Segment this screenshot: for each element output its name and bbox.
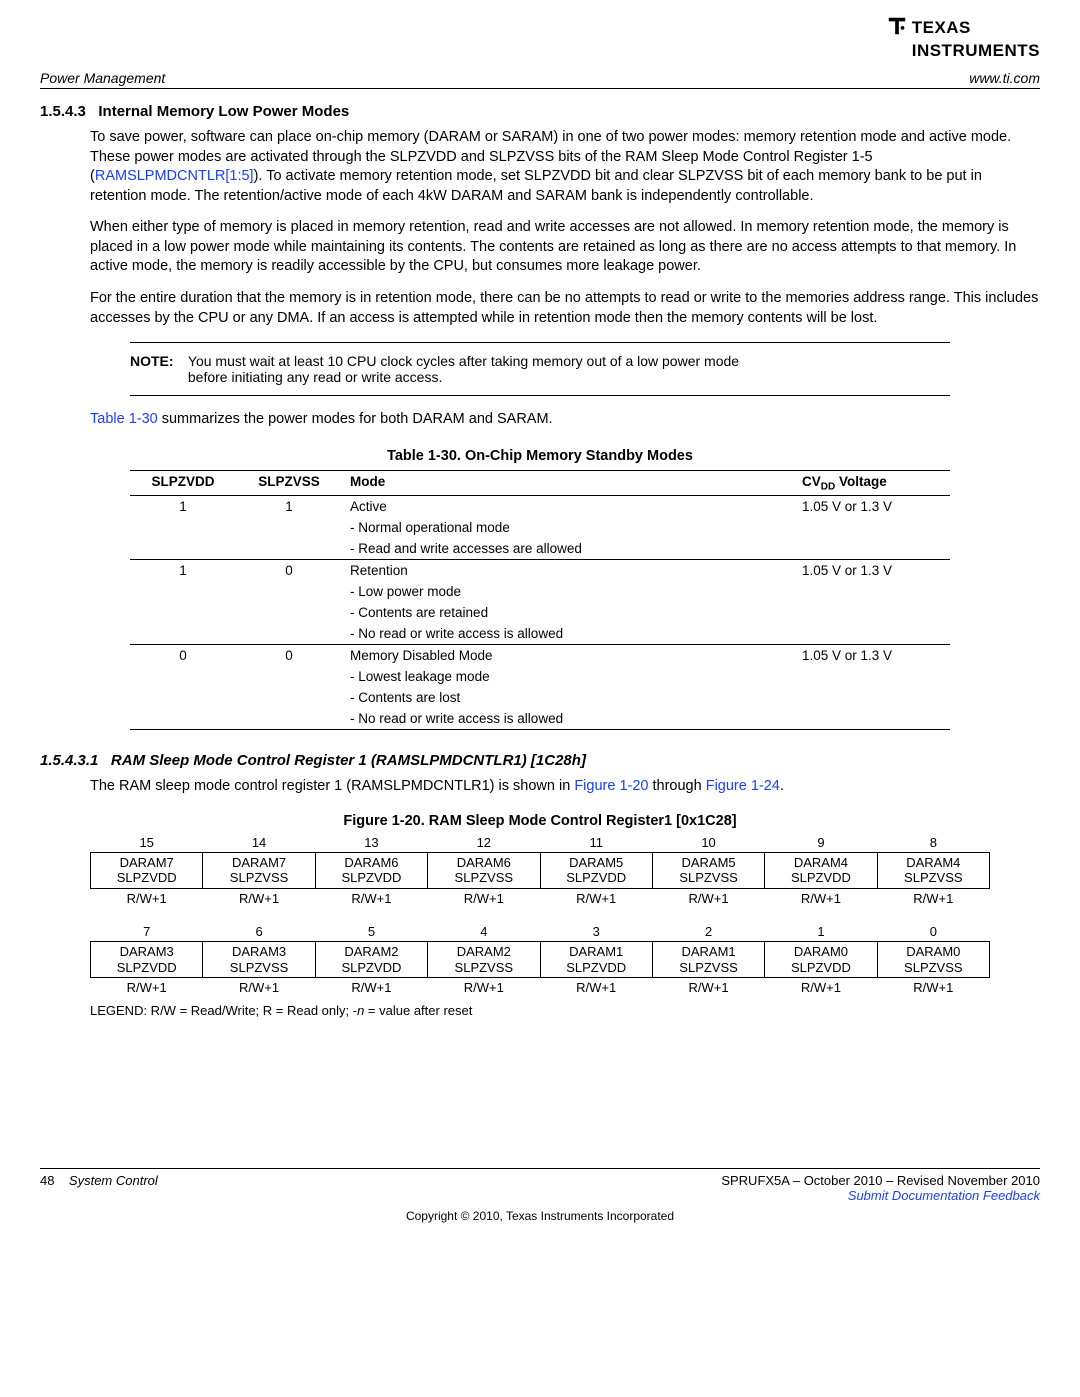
table-row: - No read or write access is allowed xyxy=(130,708,950,730)
footer-section: System Control xyxy=(69,1173,158,1188)
subsection-heading: 1.5.4.3.1 RAM Sleep Mode Control Registe… xyxy=(40,752,1040,769)
summary-para: Table 1-30 summarizes the power modes fo… xyxy=(90,410,1040,430)
bit-names: DARAM3SLPZVDD DARAM3SLPZVSS DARAM2SLPZVD… xyxy=(91,942,990,978)
section-num: 1.5.4.3 xyxy=(40,103,86,120)
link-fig120[interactable]: Figure 1-20 xyxy=(574,778,648,794)
bit-rw: R/W+1R/W+1R/W+1R/W+1 R/W+1R/W+1R/W+1R/W+… xyxy=(91,978,990,998)
table-row: - Contents are retained xyxy=(130,602,950,623)
ti-logo: TEXAS INSTRUMENTS xyxy=(886,15,1040,60)
logo-line2: INSTRUMENTS xyxy=(912,41,1040,60)
note-label: NOTE: xyxy=(130,353,184,369)
link-ramslp[interactable]: RAMSLPMDCNTLR[1:5] xyxy=(95,168,254,184)
bit-numbers: 7654 3210 xyxy=(91,922,990,942)
header-left: Power Management xyxy=(40,70,165,86)
th-slpzvss: SLPZVSS xyxy=(236,470,342,496)
th-mode: Mode xyxy=(342,470,794,496)
subsection-intro: The RAM sleep mode control register 1 (R… xyxy=(90,777,1040,797)
subsection-num: 1.5.4.3.1 xyxy=(40,752,98,769)
header-right[interactable]: www.ti.com xyxy=(969,70,1040,86)
table-row: - Normal operational mode xyxy=(130,517,950,538)
table-row: - No read or write access is allowed xyxy=(130,623,950,645)
table-row: - Lowest leakage mode xyxy=(130,666,950,687)
link-table130[interactable]: Table 1-30 xyxy=(90,411,158,427)
note-box: NOTE: You must wait at least 10 CPU cloc… xyxy=(130,342,950,396)
section-title: Internal Memory Low Power Modes xyxy=(98,103,349,120)
para-1: To save power, software can place on-chi… xyxy=(90,128,1040,206)
table-row: - Read and write accesses are allowed xyxy=(130,538,950,560)
th-voltage: CVDD Voltage xyxy=(794,470,950,496)
bit-names: DARAM7SLPZVDD DARAM7SLPZVSS DARAM6SLPZVD… xyxy=(91,852,990,888)
doc-id: SPRUFX5A – October 2010 – Revised Novemb… xyxy=(721,1173,1040,1188)
para-3: For the entire duration that the memory … xyxy=(90,289,1040,328)
table-header-row: SLPZVDD SLPZVSS Mode CVDD Voltage xyxy=(130,470,950,496)
th-slpzvdd: SLPZVDD xyxy=(130,470,236,496)
note-text: You must wait at least 10 CPU clock cycl… xyxy=(188,353,778,385)
table-row: - Contents are lost xyxy=(130,687,950,708)
table-caption: Table 1-30. On-Chip Memory Standby Modes xyxy=(40,448,1040,464)
copyright: Copyright © 2010, Texas Instruments Inco… xyxy=(40,1209,1040,1223)
para-2: When either type of memory is placed in … xyxy=(90,218,1040,277)
logo-line1: TEXAS xyxy=(912,18,971,37)
bit-numbers: 15141312 111098 xyxy=(91,833,990,853)
table-row: 0 0 Memory Disabled Mode 1.05 V or 1.3 V xyxy=(130,645,950,667)
page-header: Power Management www.ti.com xyxy=(40,70,1040,89)
table-row: 1 0 Retention 1.05 V or 1.3 V xyxy=(130,560,950,582)
subsection-title: RAM Sleep Mode Control Register 1 (RAMSL… xyxy=(111,752,586,769)
modes-table: SLPZVDD SLPZVSS Mode CVDD Voltage 1 1 Ac… xyxy=(130,470,950,731)
section-heading: 1.5.4.3 Internal Memory Low Power Modes xyxy=(40,103,1040,120)
link-fig124[interactable]: Figure 1-24 xyxy=(706,778,780,794)
footer: 48 System Control SPRUFX5A – October 201… xyxy=(40,1168,1040,1223)
page: TEXAS INSTRUMENTS Power Management www.t… xyxy=(0,0,1080,1243)
bit-rw: R/W+1R/W+1R/W+1R/W+1 R/W+1R/W+1R/W+1R/W+… xyxy=(91,889,990,909)
table-row: - Low power mode xyxy=(130,581,950,602)
bitfield-top: 15141312 111098 DARAM7SLPZVDD DARAM7SLPZ… xyxy=(90,833,990,997)
table-row: 1 1 Active 1.05 V or 1.3 V xyxy=(130,496,950,518)
ti-logo-icon xyxy=(886,15,908,42)
figure-caption: Figure 1-20. RAM Sleep Mode Control Regi… xyxy=(40,813,1040,829)
legend: LEGEND: R/W = Read/Write; R = Read only;… xyxy=(90,1003,1040,1018)
page-number: 48 xyxy=(40,1173,54,1188)
feedback-link[interactable]: Submit Documentation Feedback xyxy=(848,1188,1040,1203)
